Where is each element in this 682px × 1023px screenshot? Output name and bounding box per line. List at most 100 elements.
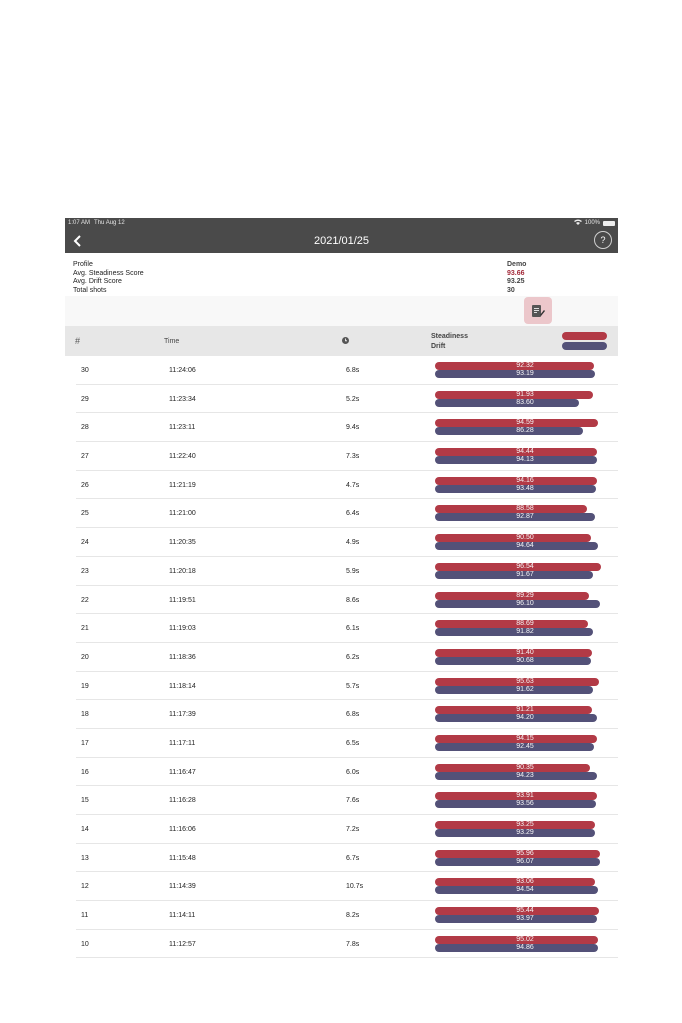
- drift-bar: 92.45: [435, 742, 594, 751]
- row-duration: 7.3s: [346, 453, 360, 461]
- row-num: 24: [81, 539, 89, 547]
- legend-steadiness-swatch: [562, 332, 607, 340]
- row-duration: 5.9s: [346, 567, 360, 575]
- table-row[interactable]: 10 11:12:57 7.8s 95.02 94.86: [76, 930, 618, 959]
- row-duration: 6.2s: [346, 653, 360, 661]
- row-num: 29: [81, 395, 89, 403]
- table-row[interactable]: 24 11:20:35 4.9s 90.50 94.64: [76, 528, 618, 557]
- row-num: 10: [81, 940, 89, 948]
- row-num: 16: [81, 768, 89, 776]
- steadiness-value: 94.59: [516, 419, 534, 427]
- steadiness-value: 94.15: [516, 734, 534, 742]
- table-row[interactable]: 30 11:24:06 6.8s 92.32 93.19: [76, 356, 618, 385]
- drift-bar: 94.86: [435, 943, 598, 952]
- row-num: 14: [81, 826, 89, 833]
- drift-bar: 92.87: [435, 513, 595, 522]
- row-num: 30: [81, 367, 89, 374]
- label-avg-steadiness: Avg. Steadiness Score: [73, 269, 144, 277]
- table-row[interactable]: 11 11:14:11 8.2s 95.44 93.97: [76, 901, 618, 930]
- row-time: 11:19:51: [169, 596, 196, 604]
- steadiness-value: 91.93: [516, 390, 534, 398]
- drift-value: 86.28: [516, 427, 534, 435]
- table-row[interactable]: 16 11:16:47 6.0s 90.35 94.23: [76, 758, 618, 787]
- report-button[interactable]: [524, 297, 552, 324]
- steadiness-value: 93.06: [516, 878, 534, 886]
- steadiness-bar: 95.63: [435, 677, 599, 686]
- chevron-left-icon: [73, 235, 81, 247]
- value-avg-drift: 93.25: [507, 278, 525, 286]
- table-row[interactable]: 14 11:16:06 7.2s 93.25 93.29: [76, 815, 618, 844]
- drift-bar: 94.20: [435, 714, 597, 723]
- drift-value: 92.45: [516, 742, 534, 750]
- row-num: 20: [81, 653, 89, 661]
- table-row[interactable]: 25 11:21:00 6.4s 88.58 92.87: [76, 499, 618, 529]
- drift-value: 91.82: [516, 628, 534, 636]
- row-duration: 8.6s: [346, 596, 360, 604]
- table-row[interactable]: 20 11:18:36 6.2s 91.40 90.68: [76, 643, 618, 672]
- row-time: 11:20:35: [169, 539, 196, 547]
- table-header: # Time Steadiness Drift: [65, 326, 618, 356]
- table-row[interactable]: 18 11:17:39 6.8s 91.21 94.20: [76, 700, 618, 729]
- steadiness-bar: 95.96: [435, 849, 600, 858]
- drift-bar: 94.23: [435, 771, 597, 780]
- drift-value: 92.87: [516, 513, 534, 521]
- table-row[interactable]: 22 11:19:51 8.6s 89.29 96.10: [76, 586, 618, 615]
- steadiness-value: 94.16: [516, 476, 534, 484]
- nav-bar: 2021/01/25 ?: [65, 228, 618, 253]
- steadiness-value: 92.32: [516, 362, 534, 369]
- row-num: 13: [81, 854, 89, 862]
- row-time: 11:20:18: [169, 567, 196, 575]
- steadiness-bar: 94.15: [435, 734, 597, 743]
- row-time: 11:21:00: [169, 510, 196, 518]
- steadiness-value: 91.40: [516, 648, 534, 656]
- drift-bar: 86.28: [435, 427, 583, 436]
- row-time: 11:21:19: [169, 481, 196, 489]
- drift-value: 93.29: [516, 829, 534, 836]
- steadiness-bar: 96.54: [435, 562, 601, 571]
- steadiness-bar: 94.16: [435, 476, 597, 485]
- table-row[interactable]: 15 11:16:28 7.6s 93.91 93.56: [76, 786, 618, 815]
- table-row[interactable]: 29 11:23:34 5.2s 91.93 83.60: [76, 385, 618, 414]
- steadiness-bar: 93.91: [435, 792, 597, 801]
- steadiness-value: 90.50: [516, 534, 534, 542]
- steadiness-value: 93.25: [516, 821, 534, 828]
- steadiness-value: 96.54: [516, 562, 534, 570]
- table-row[interactable]: 19 11:18:14 5.7s 95.63 91.62: [76, 672, 618, 701]
- help-button[interactable]: ?: [594, 231, 612, 249]
- header-drift: Drift: [431, 343, 446, 350]
- row-duration: 7.6s: [346, 797, 360, 805]
- row-duration: 5.7s: [346, 682, 360, 690]
- row-num: 22: [81, 596, 89, 604]
- table-row[interactable]: 12 11:14:39 10.7s 93.06 94.54: [76, 872, 618, 902]
- drift-value: 93.97: [516, 915, 534, 923]
- row-time: 11:14:11: [169, 912, 196, 920]
- label-total-shots: Total shots: [73, 287, 107, 295]
- battery-icon: [603, 220, 615, 226]
- drift-bar: 96.07: [435, 857, 600, 866]
- table-row[interactable]: 21 11:19:03 6.1s 88.69 91.82: [76, 614, 618, 643]
- drift-value: 94.64: [516, 542, 534, 550]
- row-duration: 4.7s: [346, 481, 360, 489]
- table-row[interactable]: 23 11:20:18 5.9s 96.54 91.67: [76, 557, 618, 586]
- table-row[interactable]: 28 11:23:11 9.4s 94.59 86.28: [76, 413, 618, 443]
- drift-bar: 90.68: [435, 656, 591, 665]
- steadiness-value: 91.21: [516, 706, 534, 714]
- row-num: 17: [81, 739, 89, 747]
- value-profile: Demo: [507, 261, 527, 268]
- row-num: 27: [81, 453, 89, 461]
- row-duration: 10.7s: [346, 883, 364, 891]
- row-num: 23: [81, 567, 89, 575]
- back-button[interactable]: [70, 233, 86, 249]
- table-row[interactable]: 13 11:15:48 6.7s 95.96 96.07: [76, 844, 618, 873]
- steadiness-value: 94.44: [516, 448, 534, 456]
- steadiness-value: 88.69: [516, 620, 534, 628]
- drift-value: 90.68: [516, 656, 534, 664]
- table-row[interactable]: 26 11:21:19 4.7s 94.16 93.48: [76, 471, 618, 500]
- drift-value: 96.07: [516, 857, 534, 865]
- row-num: 21: [81, 625, 89, 633]
- table-row[interactable]: 27 11:22:40 7.3s 94.44 94.13: [76, 442, 618, 471]
- header-steadiness: Steadiness: [431, 333, 468, 340]
- row-duration: 4.9s: [346, 539, 360, 547]
- table-row[interactable]: 17 11:17:11 6.5s 94.15 92.45: [76, 729, 618, 758]
- steadiness-value: 95.63: [516, 677, 534, 685]
